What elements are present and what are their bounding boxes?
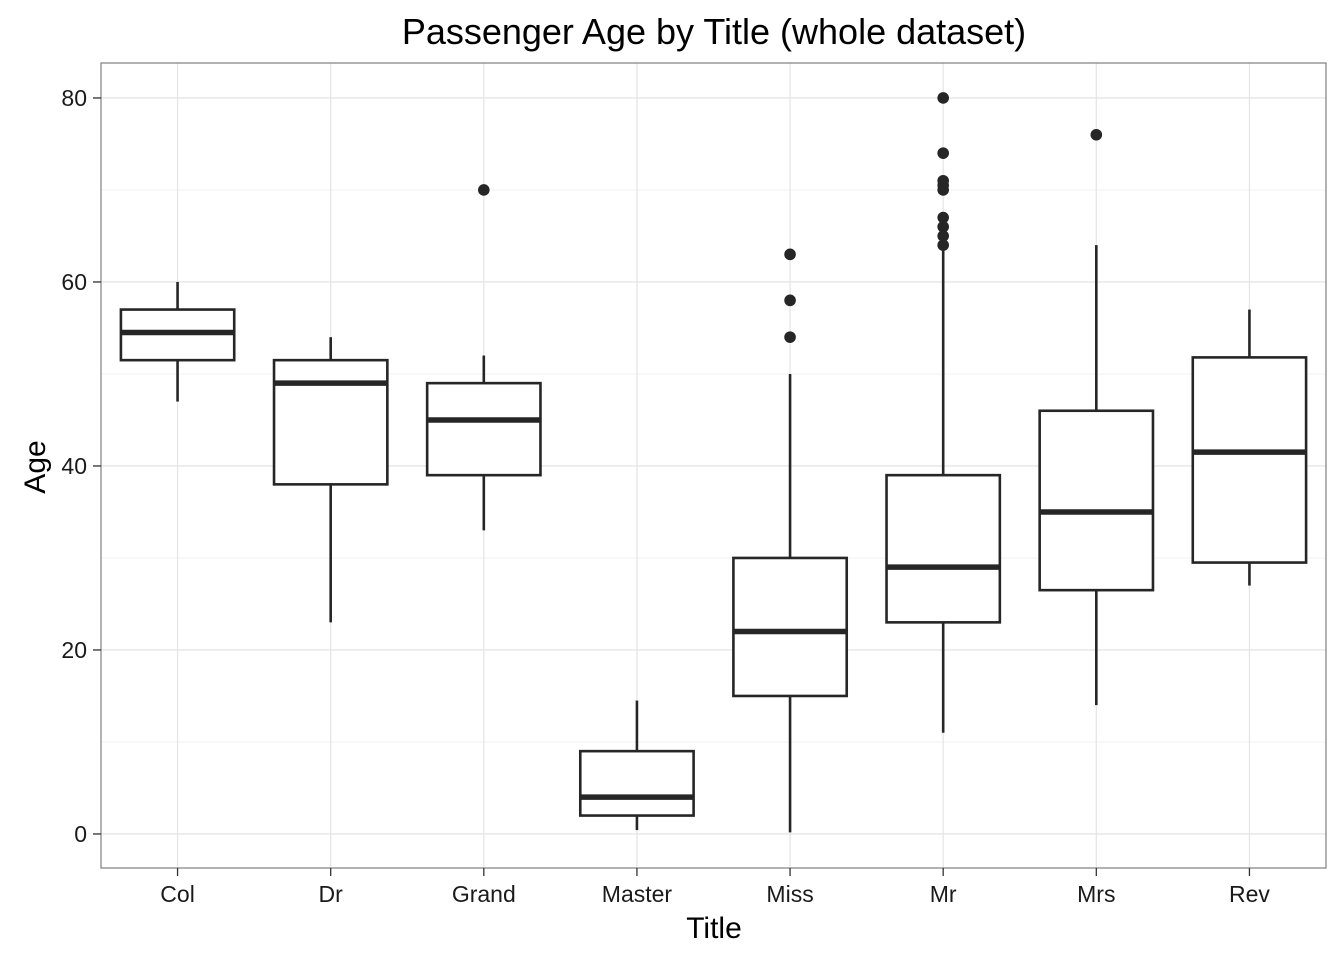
iqr-box <box>732 556 849 698</box>
box-grand <box>425 184 542 531</box>
iqr-box <box>1038 409 1155 592</box>
y-axis: 0 20 40 60 80 <box>61 85 101 847</box>
box-mrs <box>1038 128 1155 706</box>
box-master <box>578 700 695 831</box>
outlier-point <box>937 211 949 224</box>
outlier-point <box>937 92 949 104</box>
x-tick-label: Master <box>602 881 673 907</box>
boxes-layer <box>119 92 1308 833</box>
iqr-box <box>578 749 695 817</box>
box-rev <box>1191 309 1308 586</box>
outlier-point <box>784 331 796 343</box>
x-tick-label: Dr <box>319 881 344 907</box>
outlier-point <box>937 239 949 251</box>
box-dr <box>272 337 389 623</box>
outlier-point <box>937 147 949 159</box>
outlier-point <box>478 184 490 196</box>
x-axis-title: Title <box>686 912 742 945</box>
x-tick-label: Mrs <box>1077 881 1115 907</box>
box-miss <box>732 248 849 833</box>
y-tick-label: 80 <box>61 85 87 111</box>
outlier-point <box>937 174 949 187</box>
y-tick-label: 20 <box>61 637 87 663</box>
x-axis: Col Dr Grand Master Miss Mr Mrs Rev <box>160 868 1270 907</box>
x-tick-label: Mr <box>930 881 957 907</box>
outlier-point <box>937 220 949 233</box>
outlier-point <box>937 230 949 242</box>
iqr-box <box>272 358 389 486</box>
iqr-box <box>1191 356 1308 564</box>
iqr-box <box>885 473 1002 624</box>
x-tick-label: Grand <box>452 881 516 907</box>
x-tick-label: Rev <box>1229 881 1270 907</box>
box-mr <box>885 92 1002 733</box>
y-tick-label: 60 <box>61 269 87 295</box>
x-tick-label: Col <box>160 881 195 907</box>
y-tick-label: 0 <box>74 821 87 847</box>
x-tick-label: Miss <box>766 881 813 907</box>
box-col <box>119 281 236 402</box>
outlier-point <box>784 294 796 307</box>
outlier-point <box>1090 128 1103 141</box>
iqr-box <box>425 381 542 477</box>
chart-title: Passenger Age by Title (whole dataset) <box>402 11 1026 52</box>
outlier-point <box>784 248 796 261</box>
y-axis-title: Age <box>19 440 52 493</box>
y-tick-label: 40 <box>61 453 87 479</box>
